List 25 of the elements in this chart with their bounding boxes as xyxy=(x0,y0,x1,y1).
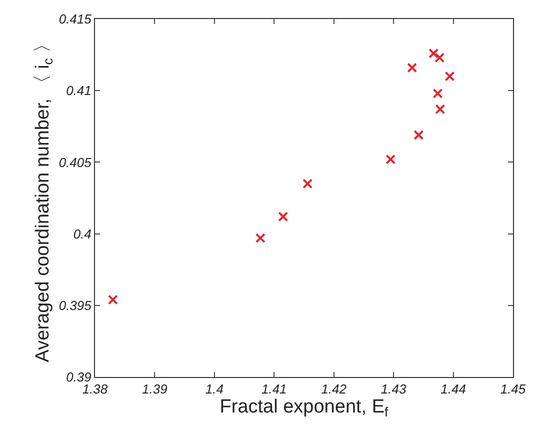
point xyxy=(428,48,439,58)
y-tick-label: 0.415 xyxy=(58,12,92,27)
x-tick-label: 1.41 xyxy=(261,382,287,397)
point xyxy=(302,178,313,189)
y-tick-label: 0.395 xyxy=(58,298,92,313)
point xyxy=(435,104,446,114)
point xyxy=(255,233,266,244)
x-tick-label: 1.39 xyxy=(142,382,168,397)
point xyxy=(434,52,445,63)
point xyxy=(432,88,443,98)
x-tick-label: 1.43 xyxy=(380,382,407,397)
x-tick-label: 1.44 xyxy=(440,382,466,397)
y-tick-label: 0.405 xyxy=(58,154,92,170)
y-tick-label: 0.4 xyxy=(73,226,92,242)
point xyxy=(386,154,396,164)
point xyxy=(278,212,288,222)
y-tick-label: 0.41 xyxy=(66,83,92,98)
point xyxy=(407,62,418,73)
x-axis-title: Fractal exponent, E$_{f}$ xyxy=(220,396,389,420)
point xyxy=(444,71,455,82)
x-tick-label: 1.42 xyxy=(321,382,348,397)
point xyxy=(108,294,118,305)
x-tick-label: 1.45 xyxy=(500,382,526,397)
x-tick-label: 1.4 xyxy=(205,382,224,397)
point xyxy=(414,130,424,140)
